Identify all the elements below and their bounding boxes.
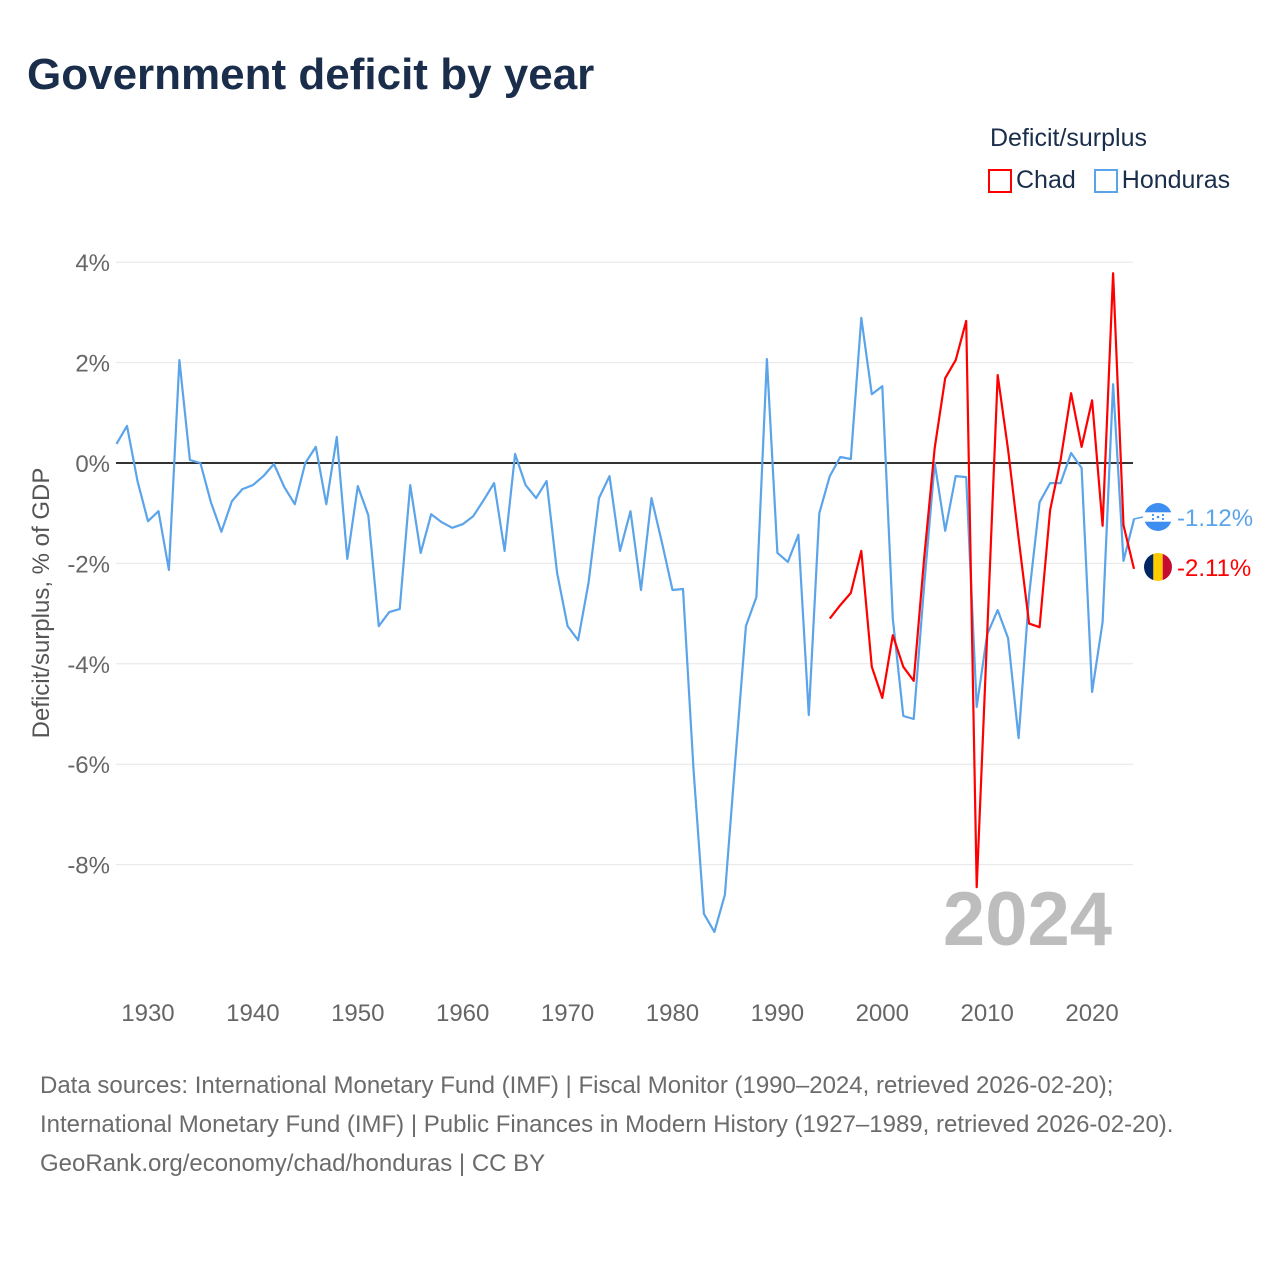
honduras-flag-icon <box>1144 503 1172 531</box>
source-link[interactable]: GeoRank.org/economy/chad/honduras | CC B… <box>40 1150 546 1177</box>
legend-label-honduras: Honduras <box>1121 166 1231 194</box>
y-tick-label: 2% <box>75 351 110 378</box>
legend-swatch-chad <box>988 168 1012 193</box>
y-tick-label: -6% <box>67 752 110 779</box>
x-tick-label: 1980 <box>646 1000 699 1027</box>
honduras-end-label: -1.12% <box>1177 505 1253 532</box>
legend-item-chad[interactable]: Chad <box>988 166 1076 195</box>
chart-area: 4% 2% 0% -2% -4% -6% -8% 1930 1940 1950 1960 1970 19… <box>67 250 1253 1027</box>
legend: Chad Honduras <box>988 166 1230 195</box>
y-tick-label: -2% <box>67 551 110 578</box>
x-tick-label: 1940 <box>226 1000 279 1027</box>
x-tick-label: 2020 <box>1065 1000 1118 1027</box>
y-tick-label: -4% <box>67 652 110 679</box>
footer: Data sources: International Monetary Fun… <box>40 1066 1240 1183</box>
x-tick-label: 2000 <box>856 1000 909 1027</box>
legend-swatch-honduras <box>1093 168 1118 193</box>
honduras-label-connector <box>1132 516 1144 520</box>
chad-end-label: -2.11% <box>1177 555 1251 582</box>
current-year-watermark: 2024 <box>943 877 1112 962</box>
x-tick-label: 2010 <box>960 1000 1013 1027</box>
series-line-honduras <box>115 316 1136 934</box>
chart-title: Government deficit by year <box>27 50 595 99</box>
series-line-chad <box>828 272 1136 889</box>
legend-item-honduras[interactable]: Honduras <box>1093 166 1231 195</box>
x-tick-label: 1950 <box>331 1000 384 1027</box>
x-tick-label: 1930 <box>121 1000 174 1027</box>
legend-label-chad: Chad <box>1016 166 1076 194</box>
data-sources: Data sources: International Monetary Fun… <box>40 1072 1174 1138</box>
y-tick-label: 4% <box>75 250 110 277</box>
y-tick-label: 0% <box>75 451 110 478</box>
chad-flag-icon <box>1144 553 1172 581</box>
x-tick-label: 1970 <box>541 1000 594 1027</box>
x-tick-label: 1990 <box>751 1000 804 1027</box>
legend-title: Deficit/surplus <box>990 124 1147 152</box>
y-tick-label: -8% <box>67 853 110 880</box>
x-tick-label: 1960 <box>436 1000 489 1027</box>
